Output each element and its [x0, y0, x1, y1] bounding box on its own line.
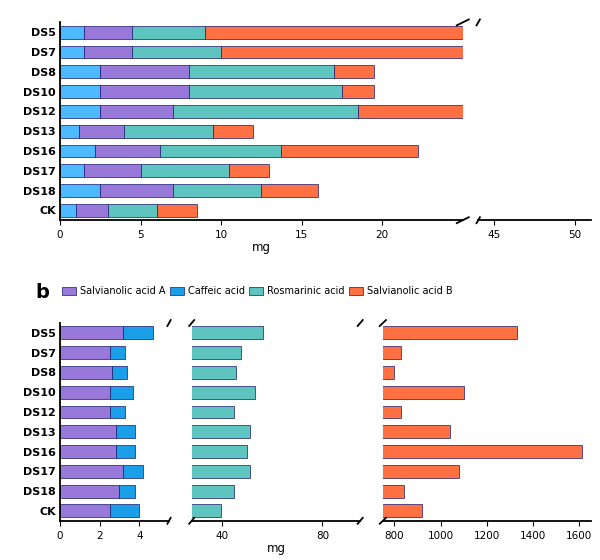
Text: b: b: [35, 283, 49, 302]
Bar: [116, 445, 136, 458]
Bar: [221, 45, 463, 58]
Bar: [60, 485, 119, 498]
Bar: [110, 505, 139, 517]
Bar: [112, 366, 127, 379]
Bar: [60, 184, 100, 197]
Bar: [189, 85, 342, 98]
Bar: [124, 326, 153, 339]
Bar: [0, 26, 358, 39]
Bar: [60, 85, 100, 98]
Bar: [60, 326, 124, 339]
Bar: [60, 346, 110, 359]
Bar: [60, 386, 110, 399]
Bar: [189, 66, 334, 78]
Bar: [124, 125, 213, 138]
Bar: [119, 485, 136, 498]
Bar: [84, 164, 140, 177]
Bar: [100, 105, 173, 118]
Bar: [262, 184, 318, 197]
Bar: [60, 204, 76, 217]
Bar: [123, 366, 236, 379]
Bar: [121, 426, 124, 438]
Bar: [60, 505, 110, 517]
Bar: [205, 26, 463, 39]
Bar: [121, 386, 124, 399]
Bar: [229, 164, 269, 177]
Bar: [209, 346, 401, 359]
Bar: [133, 45, 221, 58]
Bar: [209, 426, 450, 438]
Bar: [124, 426, 250, 438]
Bar: [60, 445, 116, 458]
Bar: [209, 366, 394, 379]
Bar: [123, 485, 234, 498]
Bar: [60, 366, 112, 379]
Bar: [84, 45, 133, 58]
Bar: [60, 45, 84, 58]
Bar: [281, 144, 418, 157]
Bar: [209, 465, 459, 478]
Bar: [173, 184, 262, 197]
Bar: [116, 426, 136, 438]
Bar: [60, 164, 84, 177]
Bar: [100, 85, 189, 98]
Bar: [160, 144, 281, 157]
X-axis label: mg: mg: [252, 241, 271, 254]
Bar: [209, 485, 404, 498]
Bar: [125, 505, 221, 517]
Bar: [124, 465, 143, 478]
Bar: [342, 85, 374, 98]
Text: a: a: [7, 0, 20, 2]
Bar: [209, 505, 422, 517]
Bar: [109, 204, 157, 217]
X-axis label: mg: mg: [266, 542, 286, 555]
Bar: [213, 125, 253, 138]
Bar: [133, 26, 205, 39]
Bar: [123, 346, 241, 359]
Bar: [0, 45, 333, 58]
Bar: [124, 386, 255, 399]
Bar: [84, 26, 133, 39]
Bar: [121, 366, 123, 379]
Bar: [209, 445, 582, 458]
Bar: [157, 204, 197, 217]
Bar: [100, 184, 173, 197]
Bar: [209, 405, 401, 418]
Bar: [60, 66, 100, 78]
Bar: [60, 405, 110, 418]
Bar: [60, 426, 116, 438]
Bar: [173, 105, 358, 118]
Bar: [110, 346, 125, 359]
Bar: [76, 204, 109, 217]
Bar: [121, 346, 123, 359]
Bar: [121, 505, 125, 517]
Bar: [95, 144, 160, 157]
Bar: [209, 386, 464, 399]
Bar: [123, 405, 234, 418]
Bar: [79, 125, 124, 138]
Bar: [124, 465, 250, 478]
Bar: [60, 465, 124, 478]
Bar: [358, 105, 463, 118]
Legend: Salvianolic acid A, Caffeic acid, Rosmarinic acid, Salvianolic acid B: Salvianolic acid A, Caffeic acid, Rosmar…: [58, 282, 457, 300]
Bar: [140, 164, 229, 177]
Bar: [100, 66, 189, 78]
Bar: [125, 326, 263, 339]
Bar: [60, 144, 95, 157]
Bar: [334, 66, 374, 78]
Bar: [121, 405, 123, 418]
Bar: [60, 105, 100, 118]
Bar: [121, 445, 124, 458]
Bar: [121, 465, 124, 478]
Bar: [121, 326, 125, 339]
Bar: [110, 405, 125, 418]
Bar: [121, 485, 123, 498]
Bar: [124, 445, 247, 458]
Bar: [60, 26, 84, 39]
Bar: [60, 125, 79, 138]
Bar: [110, 386, 133, 399]
Bar: [209, 326, 517, 339]
